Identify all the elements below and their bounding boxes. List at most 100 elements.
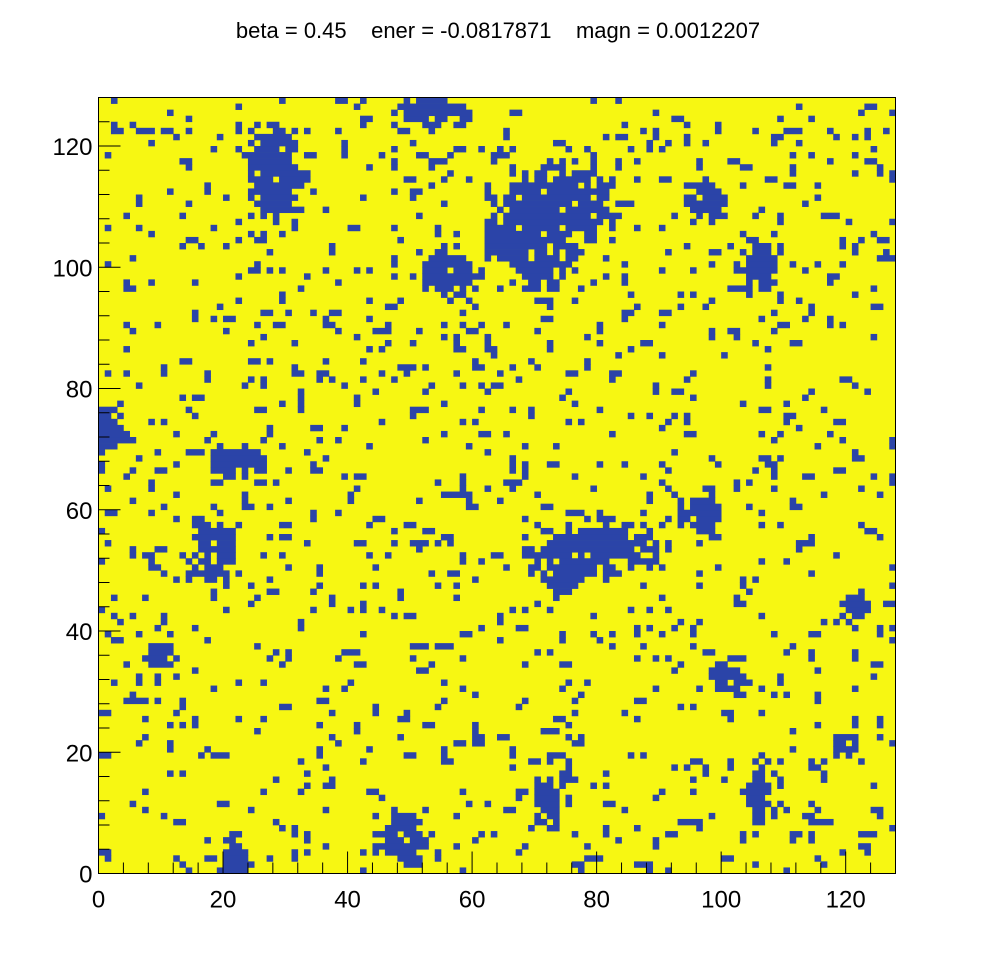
spin-down-cell xyxy=(98,437,137,444)
spin-down-cell xyxy=(764,461,778,468)
spin-down-cell xyxy=(534,794,560,802)
spin-down-cell xyxy=(440,291,448,298)
spin-down-cell xyxy=(553,249,560,256)
spin-down-cell xyxy=(596,321,604,329)
spin-down-cell xyxy=(409,188,423,195)
spin-down-cell xyxy=(397,588,404,595)
spin-down-cell xyxy=(497,612,504,620)
spin-down-cell xyxy=(223,855,249,862)
spin-down-cell xyxy=(247,600,255,608)
spin-down-cell xyxy=(247,340,255,347)
spin-down-cell xyxy=(864,527,878,535)
spin-down-cell xyxy=(297,406,305,414)
spin-down-cell xyxy=(683,121,691,129)
spin-down-cell xyxy=(690,631,697,638)
spin-down-cell xyxy=(677,818,703,826)
spin-down-cell xyxy=(266,534,274,541)
spin-down-cell xyxy=(434,285,454,292)
spin-down-cell xyxy=(596,406,604,414)
spin-down-cell xyxy=(110,612,118,620)
spin-down-cell xyxy=(827,273,840,280)
spin-down-cell xyxy=(690,643,697,650)
spin-down-cell xyxy=(484,182,492,189)
x-tick-label: 100 xyxy=(701,887,741,914)
spin-down-cell xyxy=(795,424,803,432)
spin-down-cell xyxy=(328,709,336,717)
spin-down-cell xyxy=(820,861,828,868)
spin-down-cell xyxy=(683,418,691,426)
spin-down-cell xyxy=(416,212,423,220)
spin-down-cell xyxy=(459,685,467,692)
spin-down-cell xyxy=(702,194,728,201)
spin-down-cell xyxy=(98,406,118,414)
spin-down-cell xyxy=(322,267,330,274)
spin-down-cell xyxy=(770,631,778,638)
spin-down-cell xyxy=(827,279,834,286)
spin-down-cell xyxy=(428,164,436,171)
spin-down-cell xyxy=(858,109,865,117)
spin-down-cell xyxy=(391,818,423,826)
spin-down-cell xyxy=(546,564,597,571)
spin-down-cell xyxy=(360,194,367,201)
spin-down-cell xyxy=(627,558,660,565)
spin-down-cell xyxy=(671,388,685,395)
spin-down-cell xyxy=(135,194,143,201)
spin-down-cell xyxy=(851,685,859,692)
spin-down-cell xyxy=(808,800,815,808)
spin-down-cell xyxy=(546,558,554,565)
spin-down-cell xyxy=(310,515,317,523)
spin-down-cell xyxy=(353,333,361,341)
spin-down-cell xyxy=(384,321,392,329)
spin-down-cell xyxy=(739,576,747,583)
spin-down-cell xyxy=(727,243,734,250)
spin-down-cell xyxy=(266,121,280,129)
spin-down-cell xyxy=(484,243,548,250)
spin-down-cell xyxy=(154,697,162,705)
spin-down-cell xyxy=(440,697,448,705)
spin-down-cell xyxy=(459,115,473,123)
spin-down-cell xyxy=(640,752,647,759)
spin-down-cell xyxy=(808,303,815,311)
spin-down-cell xyxy=(621,121,629,129)
spin-down-cell xyxy=(833,752,840,759)
spin-down-cell xyxy=(677,618,685,626)
spin-down-cell xyxy=(770,133,784,141)
spin-down-cell xyxy=(565,388,573,395)
spin-down-cell xyxy=(241,382,249,389)
spin-down-cell xyxy=(627,752,635,759)
spin-down-cell xyxy=(777,673,784,680)
spin-down-cell xyxy=(665,515,672,523)
spin-down-cell xyxy=(391,273,398,280)
spin-down-cell xyxy=(540,527,554,535)
spin-down-cell xyxy=(658,424,666,432)
spin-down-cell xyxy=(98,443,118,450)
spin-down-cell xyxy=(129,546,137,553)
spin-down-cell xyxy=(827,430,834,438)
spin-down-cell xyxy=(739,182,747,189)
spin-down-cell xyxy=(254,643,261,650)
spin-down-cell xyxy=(864,388,871,395)
spin-down-cell xyxy=(671,212,678,220)
spin-down-cell xyxy=(876,715,884,723)
spin-down-cell xyxy=(472,285,479,292)
spin-down-cell xyxy=(391,158,398,165)
spin-down-cell xyxy=(690,218,697,226)
spin-down-cell xyxy=(546,188,610,195)
spin-down-cell xyxy=(553,443,560,450)
spin-down-cell xyxy=(795,297,803,304)
spin-down-cell xyxy=(403,115,429,123)
spin-down-cell xyxy=(440,430,448,438)
spin-down-cell xyxy=(223,473,236,480)
spin-down-cell xyxy=(509,752,517,759)
spin-down-cell xyxy=(154,546,168,553)
spin-down-cell xyxy=(391,261,398,268)
spin-down-cell xyxy=(565,418,573,426)
spin-down-cell xyxy=(129,691,137,699)
spin-down-cell xyxy=(789,746,797,753)
spin-down-cell xyxy=(353,721,361,729)
spin-down-cell xyxy=(708,667,741,674)
spin-down-cell xyxy=(503,564,510,571)
spin-down-cell xyxy=(279,825,286,832)
spin-down-cell xyxy=(148,649,174,656)
spin-down-cell xyxy=(845,752,853,759)
